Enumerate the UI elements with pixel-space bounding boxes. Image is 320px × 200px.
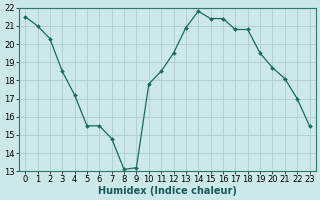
X-axis label: Humidex (Indice chaleur): Humidex (Indice chaleur) [98,186,237,196]
